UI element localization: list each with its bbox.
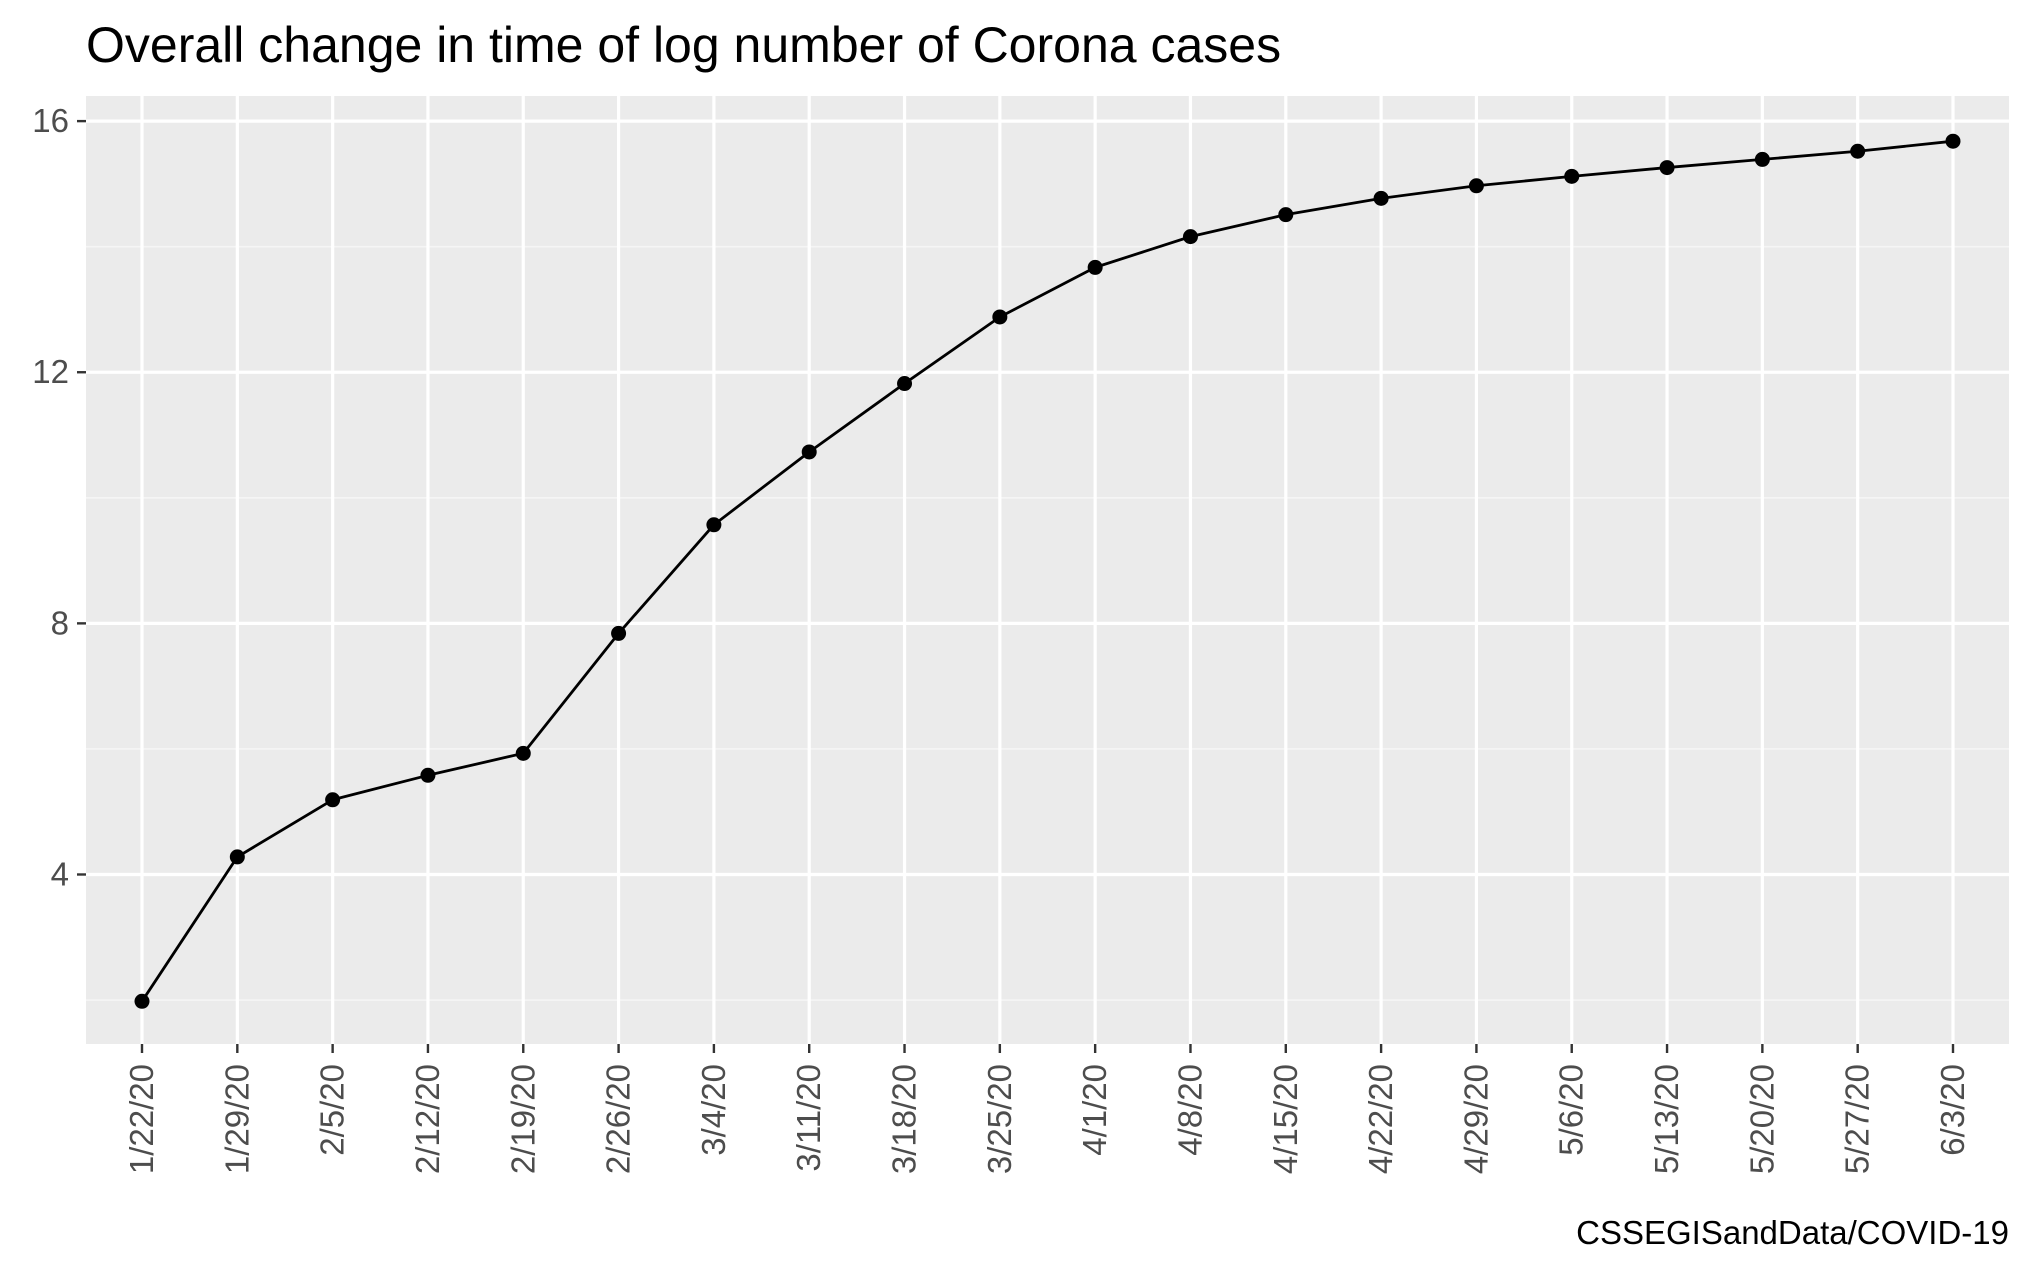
data-point: [1182, 229, 1198, 245]
data-point: [1850, 143, 1866, 159]
plot-panel: [86, 96, 2009, 1044]
minor-gridlines: [86, 245, 2009, 1001]
chart-title: Overall change in time of log number of …: [86, 17, 1281, 73]
x-tick-label: 4/8/20: [1171, 1064, 1208, 1156]
data-point: [420, 767, 436, 783]
x-tick-label: 2/26/20: [600, 1064, 637, 1174]
data-point: [229, 849, 245, 865]
chart-caption: CSSEGISandData/COVID-19: [1576, 1214, 2009, 1251]
x-tick-label: 3/11/20: [790, 1064, 827, 1172]
x-tick-label: 4/15/20: [1267, 1064, 1304, 1174]
data-point: [515, 745, 531, 761]
x-tick-label: 2/5/20: [314, 1064, 351, 1156]
data-point: [1659, 160, 1675, 176]
x-tick-label: 5/20/20: [1743, 1064, 1780, 1174]
y-tick-label: 12: [32, 353, 69, 390]
x-tick-label: 1/22/20: [123, 1064, 160, 1174]
data-point: [897, 376, 913, 392]
x-tick-label: 3/18/20: [886, 1064, 923, 1174]
data-point: [134, 993, 150, 1009]
data-point: [1278, 207, 1294, 223]
data-point: [1945, 133, 1961, 149]
data-point: [1373, 190, 1389, 206]
data-point: [611, 625, 627, 641]
x-tick-label: 4/1/20: [1076, 1064, 1113, 1156]
series-layer: [134, 133, 1961, 1009]
y-tick-label: 16: [32, 102, 69, 139]
x-tick-label: 5/6/20: [1553, 1064, 1590, 1156]
data-point: [801, 444, 817, 460]
y-axis: 4 8 12 16: [32, 102, 86, 892]
x-tick-label: 3/4/20: [695, 1064, 732, 1156]
data-point: [1468, 178, 1484, 194]
x-tick-label: 5/27/20: [1839, 1064, 1876, 1174]
y-tick-label: 4: [51, 855, 69, 892]
data-point: [992, 309, 1008, 325]
x-axis: 1/22/20 1/29/20 2/5/20 2/12/20 2/19/20 2/26/2…: [123, 1044, 1971, 1174]
major-gridlines: [86, 96, 2009, 1044]
y-tick-label: 8: [51, 604, 69, 641]
data-point: [1564, 168, 1580, 184]
data-point: [325, 792, 341, 808]
x-tick-label: 1/29/20: [218, 1064, 255, 1174]
x-tick-label: 5/13/20: [1648, 1064, 1685, 1174]
x-tick-label: 6/3/20: [1934, 1064, 1971, 1156]
x-tick-label: 2/12/20: [409, 1064, 446, 1174]
data-point: [706, 517, 722, 533]
x-tick-label: 3/25/20: [981, 1064, 1018, 1174]
series-line: [140, 139, 1955, 1003]
data-point: [1754, 151, 1770, 167]
data-point: [1087, 259, 1103, 275]
x-tick-label: 2/19/20: [504, 1064, 541, 1174]
x-tick-label: 4/22/20: [1362, 1064, 1399, 1174]
x-tick-label: 4/29/20: [1457, 1064, 1494, 1174]
